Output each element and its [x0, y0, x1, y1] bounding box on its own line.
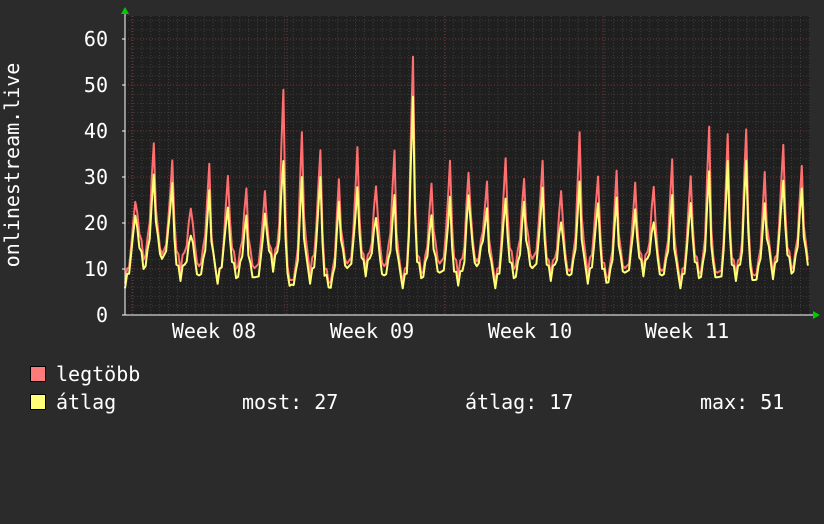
y-axis-arrow-icon [121, 7, 129, 14]
legend-swatch-avg [30, 394, 46, 410]
stat-average: átlag: 17 [465, 390, 574, 414]
x-tick-label: Week 10 [488, 319, 572, 343]
x-tick-label: Week 08 [172, 319, 256, 343]
y-tick-label: 50 [84, 73, 108, 97]
legend-swatch-max [30, 366, 46, 382]
series-line-avg [124, 95, 809, 290]
y-tick-label: 20 [84, 211, 108, 235]
y-tick-label: 0 [96, 303, 108, 327]
y-tick-label: 30 [84, 165, 108, 189]
x-axis-arrow-icon [813, 311, 820, 319]
legend-label-max: legtöbb [56, 362, 141, 386]
stat-max: max: 51 [700, 390, 785, 414]
series-layer [124, 55, 809, 290]
legend-label-avg: átlag [56, 390, 117, 414]
x-tick-label: Week 11 [645, 319, 729, 343]
legend-row-max: legtöbb [30, 363, 810, 385]
chart: onlinestream.live 0 10 20 30 40 50 60 Week 08 We… [0, 7, 820, 343]
y-axis-label: onlinestream.live [0, 63, 24, 268]
y-tick-label: 40 [84, 119, 108, 143]
legend-row-avg: átlag most: 27 átlag: 17 max: 51 [30, 391, 810, 413]
chart-axes [121, 7, 820, 319]
x-tick-label: Week 09 [330, 319, 414, 343]
stat-now: most: 27 [242, 390, 339, 414]
axis-labels: onlinestream.live 0 10 20 30 40 50 60 Week 08 We… [0, 27, 729, 343]
y-tick-label: 60 [84, 27, 108, 51]
y-tick-label: 10 [84, 257, 108, 281]
